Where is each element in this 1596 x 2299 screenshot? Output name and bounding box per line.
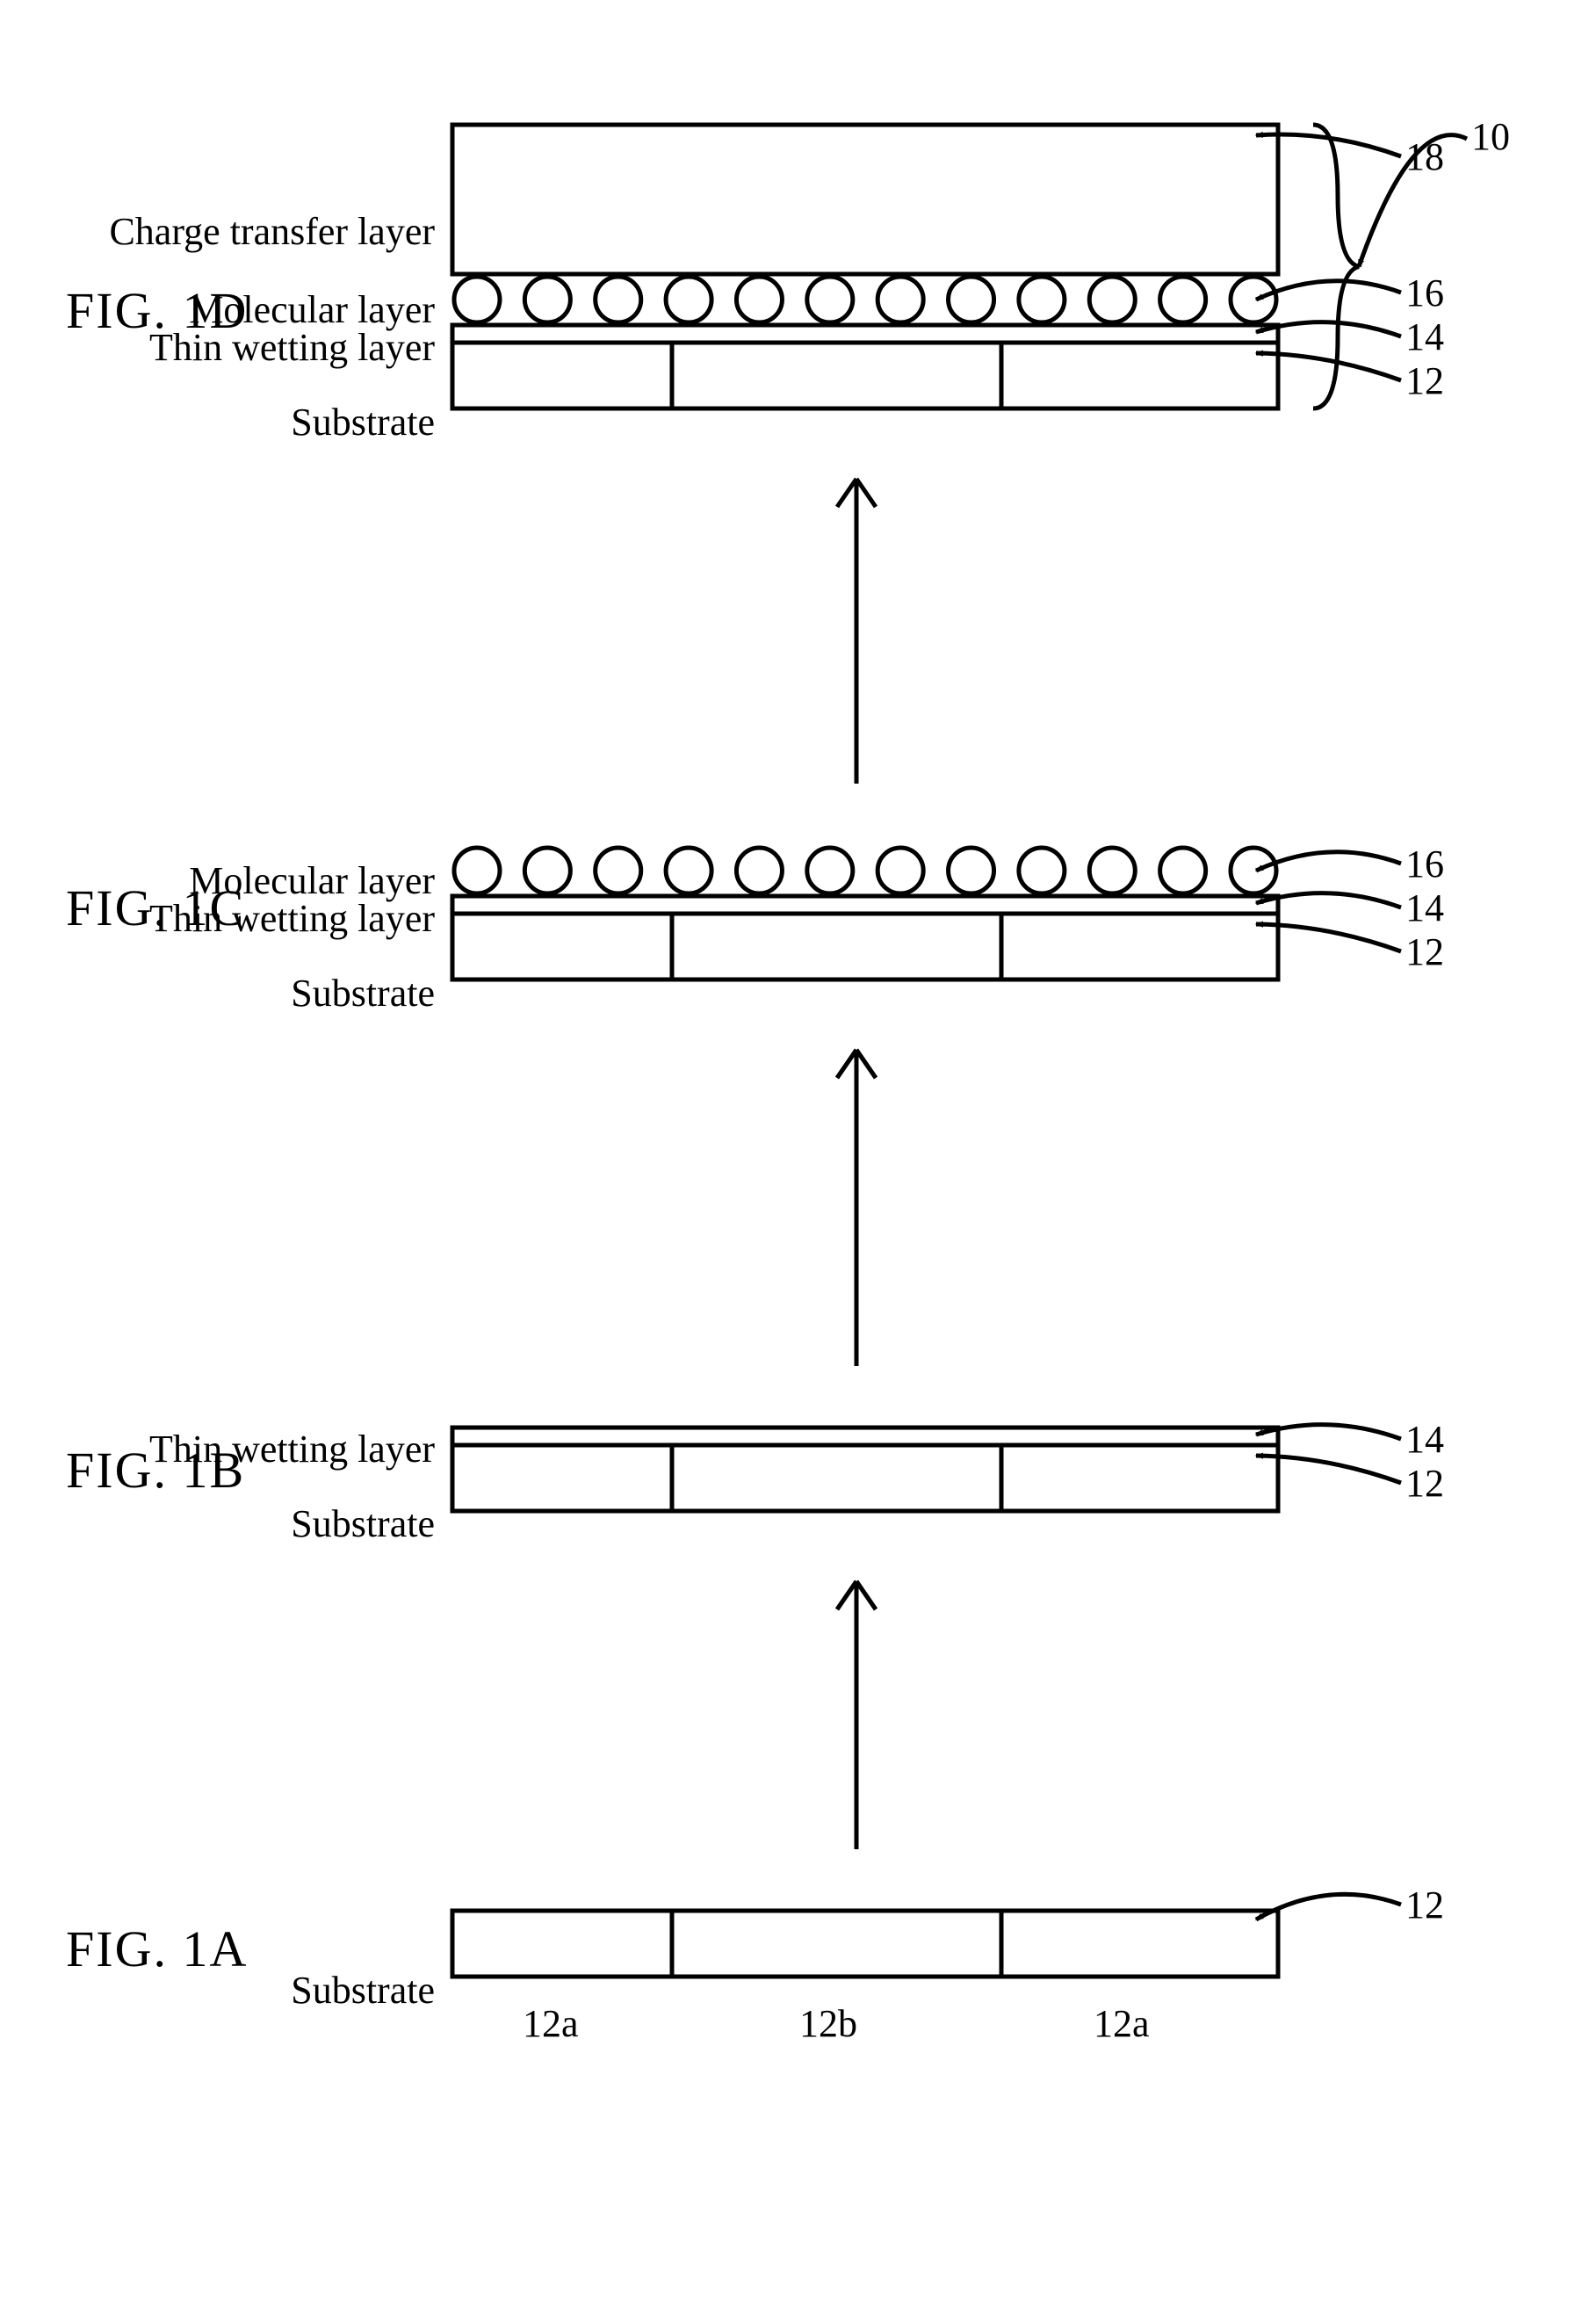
ref-10: 10 <box>1471 114 1510 159</box>
ref-12-d: 12 <box>1405 358 1444 403</box>
figure-canvas: FIG. 1D FIG. 1C FIG. 1B FIG. 1A Charge t… <box>0 0 1596 2299</box>
label-wetting-d: Thin wetting layer <box>149 325 435 370</box>
label-wetting-c: Thin wetting layer <box>149 896 435 941</box>
label-charge-d: Charge transfer layer <box>109 209 435 254</box>
ref-14-d: 14 <box>1405 314 1444 359</box>
ref-12-c: 12 <box>1405 929 1444 974</box>
ref-16-c: 16 <box>1405 842 1444 886</box>
label-substrate-c: Substrate <box>291 971 435 1016</box>
fig-label-1a: FIG. 1A <box>66 1919 248 1978</box>
label-substrate-d: Substrate <box>291 400 435 445</box>
sub-12a-right: 12a <box>1094 2001 1150 2046</box>
ref-12-a: 12 <box>1405 1883 1444 1927</box>
ref-16-d: 16 <box>1405 271 1444 315</box>
label-substrate-a: Substrate <box>291 1968 435 2013</box>
ref-18-d: 18 <box>1405 134 1444 179</box>
ref-14-b: 14 <box>1405 1417 1444 1462</box>
label-wetting-b: Thin wetting layer <box>149 1427 435 1471</box>
ref-14-c: 14 <box>1405 886 1444 930</box>
ref-12-b: 12 <box>1405 1461 1444 1506</box>
sub-12a-left: 12a <box>523 2001 579 2046</box>
label-substrate-b: Substrate <box>291 1501 435 1546</box>
sub-12b: 12b <box>799 2001 857 2046</box>
